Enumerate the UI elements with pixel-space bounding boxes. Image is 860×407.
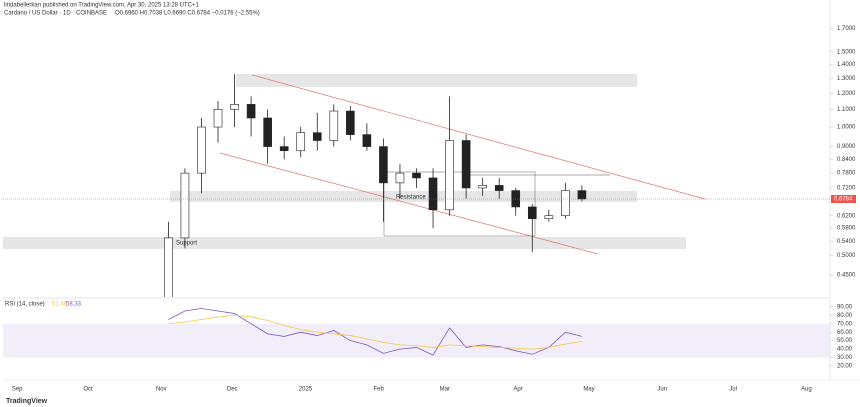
rsi-line: [168, 314, 582, 350]
zone: [3, 237, 686, 249]
y-tick-label: 0.7200: [837, 186, 856, 192]
candle-body: [164, 237, 173, 297]
candle-body: [511, 190, 521, 208]
candle-body: [279, 146, 289, 152]
y-tick-label: 0.5400: [837, 239, 856, 245]
candle-body: [246, 104, 256, 119]
y-tick-label: 20.00: [837, 364, 853, 370]
y-tick-label: 0.5000: [837, 253, 856, 259]
y-tick-label: 1.4000: [837, 62, 856, 68]
candle-body: [561, 190, 570, 217]
candle-body: [494, 185, 504, 191]
candle-body: [478, 185, 487, 189]
zone: [170, 191, 637, 202]
x-tick-label: Jun: [657, 387, 667, 393]
y-tick-label: 90.00: [837, 304, 853, 310]
y-tick-label: 70.00: [837, 321, 853, 327]
y-tick-label: 0.8400: [837, 157, 856, 163]
x-tick-label: Jul: [729, 387, 737, 393]
author-line: lindabellerkan published on TradingView.…: [4, 3, 200, 9]
y-tick-label: 0.9000: [837, 144, 856, 150]
y-tick-label: 0.5800: [837, 226, 856, 232]
candle-body: [577, 190, 587, 200]
last-price-label: 0.6784: [834, 197, 853, 203]
candle-body: [395, 172, 405, 184]
candles: [164, 74, 587, 297]
channel-line: [219, 152, 599, 255]
candle-body: [197, 126, 206, 174]
x-tick-label: Aug: [801, 387, 812, 393]
y-tick-label: 0.7800: [837, 171, 856, 177]
channel-line: [251, 74, 706, 200]
candle-body: [445, 140, 454, 211]
readout: 51.48: [52, 302, 68, 308]
y-tick-label: 60.00: [837, 330, 853, 336]
x-tick-label: Feb: [374, 387, 385, 393]
candle-body: [329, 110, 339, 141]
candle-body: [230, 104, 239, 110]
candle-body: [379, 146, 388, 184]
x-tick-label: Nov: [156, 387, 167, 393]
candle-body: [362, 134, 372, 147]
candle-body: [428, 177, 438, 211]
x-tick-label: Mar: [440, 387, 450, 393]
ohlc: O0.6960 H0.7038 L0.6690 C0.6784 −0.0176 …: [115, 11, 260, 17]
y-tick-label: 30.00: [837, 355, 853, 361]
candle-body: [544, 215, 554, 220]
y-tick-label: 1.7000: [837, 26, 856, 32]
y-tick-label: 1.2000: [837, 91, 856, 97]
x-tick-label: Oct: [83, 387, 93, 393]
candle-body: [213, 109, 223, 128]
plot: Sep Oct Nov Dec 2025 Feb Mar Apr May Jun Jul Aug 0.4…: [3, 26, 856, 393]
candle-body: [527, 206, 537, 220]
brand: TradingView: [6, 398, 48, 405]
candle-body: [346, 110, 355, 135]
y-tick-label: 0.6200: [837, 213, 856, 219]
annotation: Support: [176, 241, 197, 247]
y-tick-label: 50.00: [837, 338, 853, 344]
drawings: [3, 74, 706, 255]
y-tick-label: 0.4500: [837, 273, 856, 279]
y-tick-label: 1.5000: [837, 49, 856, 55]
x-tick-label: May: [583, 387, 594, 393]
y-tick-label: 80.00: [837, 313, 853, 319]
pane-title: RSI (14, close): [5, 302, 45, 308]
x-tick-label: Sep: [12, 387, 23, 393]
rsi-band: [3, 323, 830, 358]
annotation: Resistance: [396, 195, 426, 201]
y-tick-label: 1.0000: [837, 125, 856, 131]
y-tick-label: 40.00: [837, 347, 853, 353]
x-tick-label: 2025: [299, 387, 313, 393]
zone: [236, 74, 637, 87]
range-box: [383, 171, 536, 237]
candle-body: [180, 172, 190, 239]
x-tick-label: Dec: [227, 387, 238, 393]
y-tick-label: 1.3000: [837, 76, 856, 82]
y-tick-label: 1.1000: [837, 107, 856, 113]
x-tick-label: Apr: [513, 387, 522, 393]
candle-body: [461, 140, 471, 189]
candle-body: [263, 117, 272, 147]
symbol: Cardano / US Dollar · 1D · COINBASE: [4, 11, 107, 17]
candle-body: [296, 132, 306, 152]
readout: 58.33: [66, 302, 82, 308]
last-price-box: [831, 195, 856, 204]
candle-body: [412, 172, 421, 179]
candle-body: [312, 132, 322, 141]
